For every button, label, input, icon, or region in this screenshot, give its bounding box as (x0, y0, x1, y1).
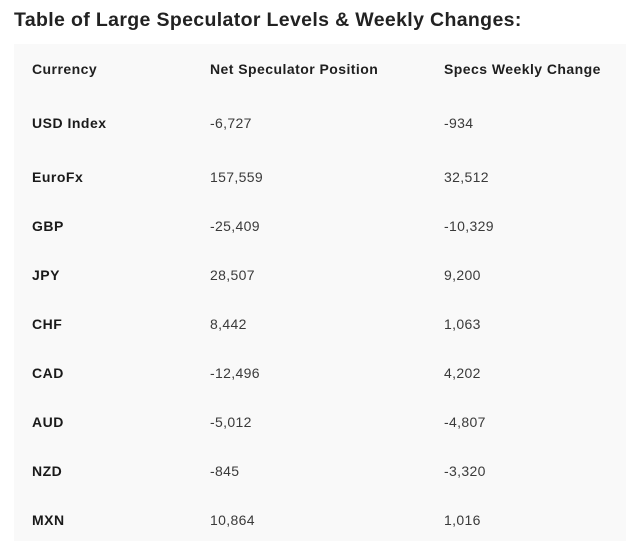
header-specs-weekly-change: Specs Weekly Change (444, 60, 601, 77)
currency-cell: USD Index (32, 114, 107, 131)
currency-cell: GBP (32, 217, 64, 234)
currency-cell: CAD (32, 364, 64, 381)
weekly-change-cell: 1,063 (444, 315, 481, 332)
net-position-cell: 28,507 (210, 266, 255, 283)
currency-cell: JPY (32, 266, 60, 283)
net-position-cell: -12,496 (210, 364, 260, 381)
net-position-cell: -5,012 (210, 413, 252, 430)
weekly-change-cell: -10,329 (444, 217, 494, 234)
table-body: USD Index -6,727 -934 EuroFx 157,559 32,… (14, 93, 626, 544)
table-row: NZD -845 -3,320 (14, 446, 626, 495)
table-row: GBP -25,409 -10,329 (14, 201, 626, 250)
header-net-speculator-position: Net Speculator Position (210, 60, 379, 77)
table-row: AUD -5,012 -4,807 (14, 397, 626, 446)
net-position-cell: -6,727 (210, 114, 252, 131)
weekly-change-cell: 4,202 (444, 364, 481, 381)
weekly-change-cell: 1,016 (444, 511, 481, 528)
net-position-cell: 8,442 (210, 315, 247, 332)
header-currency: Currency (32, 60, 98, 77)
table-row: CAD -12,496 4,202 (14, 348, 626, 397)
net-position-cell: -845 (210, 462, 240, 479)
currency-cell: NZD (32, 462, 63, 479)
speculator-table: Currency Net Speculator Position Specs W… (14, 44, 626, 544)
weekly-change-cell: -3,320 (444, 462, 486, 479)
currency-cell: EuroFx (32, 168, 84, 185)
header-row: Currency Net Speculator Position Specs W… (14, 44, 626, 93)
table-row: JPY 28,507 9,200 (14, 250, 626, 299)
currency-cell: CHF (32, 315, 63, 332)
weekly-change-cell: 9,200 (444, 266, 481, 283)
table-row: CHF 8,442 1,063 (14, 299, 626, 348)
weekly-change-cell: -4,807 (444, 413, 486, 430)
table-row: EuroFx 157,559 32,512 (14, 152, 626, 201)
net-position-cell: 157,559 (210, 168, 264, 185)
currency-cell: MXN (32, 511, 65, 528)
weekly-change-cell: 32,512 (444, 168, 489, 185)
table-header: Currency Net Speculator Position Specs W… (14, 44, 626, 93)
table-row: MXN 10,864 1,016 (14, 495, 626, 544)
net-position-cell: -25,409 (210, 217, 260, 234)
speculator-table-container: Currency Net Speculator Position Specs W… (14, 44, 626, 541)
table-row: USD Index -6,727 -934 (14, 93, 626, 152)
net-position-cell: 10,864 (210, 511, 255, 528)
weekly-change-cell: -934 (444, 114, 474, 131)
page-title: Table of Large Speculator Levels & Weekl… (14, 9, 522, 31)
currency-cell: AUD (32, 413, 64, 430)
